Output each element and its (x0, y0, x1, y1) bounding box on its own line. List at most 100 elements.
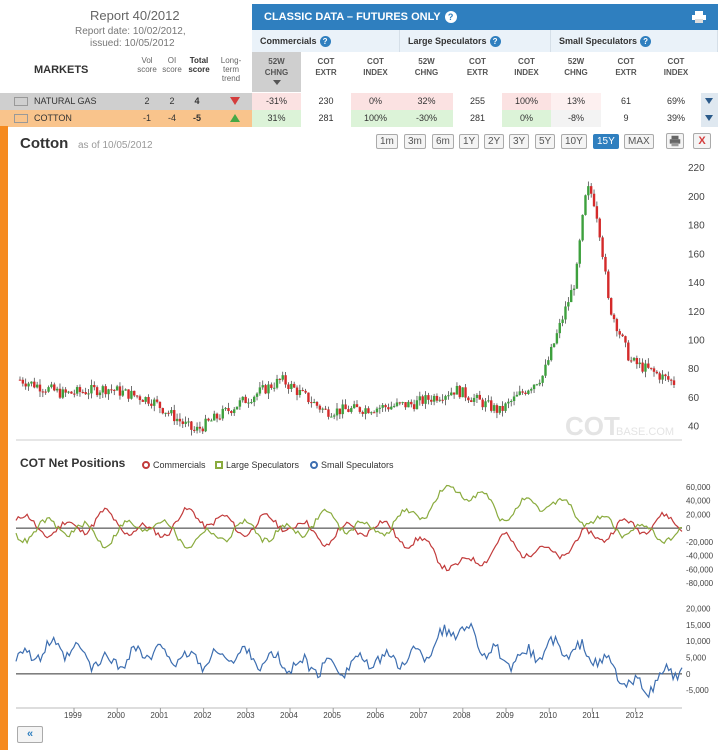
candle-body (510, 401, 513, 403)
candle-body (592, 193, 596, 207)
candle-body (498, 405, 501, 413)
candle-body (598, 218, 601, 238)
candle-body (395, 402, 399, 406)
col-large-52w-chng[interactable]: 52W CHNG (414, 57, 439, 77)
range-10y-button[interactable]: 10Y (561, 134, 587, 149)
net-tick-label: 0 (686, 524, 691, 533)
candle-body (492, 405, 496, 411)
candle-body (584, 195, 587, 215)
candle-body (284, 375, 287, 385)
year-label: 2007 (410, 711, 428, 720)
candle-body (201, 428, 204, 432)
total-score-header[interactable]: Total score (188, 56, 210, 74)
candle-body (347, 409, 350, 412)
range-6m-button[interactable]: 6m (432, 134, 454, 149)
candle-body (335, 408, 339, 416)
candle-body (327, 409, 330, 417)
price-tick-label: 100 (688, 335, 705, 346)
candle-body (452, 392, 456, 395)
price-tick-label: 220 (688, 163, 705, 174)
candle-body (70, 391, 73, 394)
trend-up-icon (230, 114, 240, 122)
candle-body (178, 418, 182, 422)
range-1m-button[interactable]: 1m (376, 134, 398, 149)
candle-body (190, 421, 193, 430)
candle-body (61, 389, 65, 398)
print-chart-icon[interactable] (666, 133, 684, 149)
chart-icon[interactable] (14, 114, 28, 123)
candle-body (621, 334, 624, 337)
year-label: 2009 (496, 711, 514, 720)
candle-body (430, 399, 433, 402)
legend-small-speculators[interactable]: Small Speculators (310, 460, 394, 470)
legend-commercials[interactable]: Commercials (142, 460, 206, 470)
watermark-logo-text: BASE.COM (616, 426, 674, 438)
candle-body (367, 408, 370, 414)
net-tick-label: -80,000 (686, 579, 714, 588)
help-icon[interactable]: ? (444, 11, 457, 24)
candle-body (549, 346, 553, 361)
market-row-natural-gas[interactable]: NATURAL GAS 2 2 4 -31% 230 0% 32% 255 10… (0, 93, 718, 110)
range-max-button[interactable]: MAX (624, 134, 654, 149)
candle-body (193, 429, 196, 431)
price-tick-label: 200 (688, 192, 705, 203)
col-large-cot-extr[interactable]: COT EXTR (466, 57, 489, 77)
candle-body (158, 401, 162, 409)
candle-body (21, 379, 25, 384)
col-small-cot-extr[interactable]: COT EXTR (615, 57, 637, 77)
candle-body (221, 408, 224, 419)
market-row-cotton[interactable]: COTTON -1 -4 -5 31% 281 100% -30% 281 0%… (0, 110, 718, 127)
print-icon[interactable] (692, 11, 706, 23)
net-tick-label: -40,000 (686, 552, 714, 561)
candle-body (652, 368, 656, 372)
col-small-cot-index[interactable]: COT INDEX (663, 57, 689, 77)
small-tick-label: 10,000 (686, 637, 711, 646)
close-chart-button[interactable]: X (693, 133, 711, 149)
col-comm-cot-index[interactable]: COT INDEX (363, 57, 388, 77)
col-comm-52w-chng[interactable]: 52W CHNG (252, 52, 301, 92)
candle-body (609, 298, 613, 315)
help-icon[interactable]: ? (489, 36, 501, 47)
price-tick-label: 60 (688, 393, 700, 404)
col-large-cot-index[interactable]: COT INDEX (514, 57, 539, 77)
candle-body (252, 396, 256, 403)
range-5y-button[interactable]: 5Y (535, 134, 556, 149)
candle-body (635, 357, 639, 365)
small-tick-label: -5,000 (686, 686, 709, 695)
trend-header[interactable]: Long-term trend (220, 56, 242, 83)
legend-large-speculators[interactable]: Large Speculators (215, 460, 299, 470)
expand-row-button[interactable] (701, 93, 718, 110)
chart-icon[interactable] (14, 97, 28, 106)
candle-body (261, 385, 264, 388)
candle-body (218, 418, 222, 420)
candle-body (478, 394, 481, 400)
price-tick-label: 160 (688, 249, 705, 260)
candle-body (124, 389, 127, 391)
candle-body (207, 418, 210, 421)
candle-body (104, 386, 107, 395)
candle-body (287, 384, 290, 389)
range-3y-button[interactable]: 3Y (509, 134, 530, 149)
help-icon[interactable]: ? (640, 36, 652, 47)
scroll-back-button[interactable]: « (17, 726, 43, 743)
oi-score-header[interactable]: OI score (162, 56, 182, 74)
markets-header: MARKETS (34, 64, 89, 76)
range-2y-button[interactable]: 2Y (484, 134, 505, 149)
candle-body (324, 408, 327, 410)
year-label: 2006 (366, 711, 384, 720)
candle-body (495, 405, 499, 413)
range-1y-button[interactable]: 1Y (459, 134, 480, 149)
col-comm-cot-extr[interactable]: COT EXTR (315, 57, 337, 77)
candle-body (641, 362, 644, 372)
candle-body (35, 384, 39, 388)
help-icon[interactable]: ? (319, 36, 331, 47)
range-15y-button[interactable]: 15Y (593, 134, 619, 149)
candle-body (521, 391, 524, 393)
col-small-52w-chng[interactable]: 52W CHNG (564, 57, 588, 77)
range-3m-button[interactable]: 3m (404, 134, 426, 149)
vol-score-header[interactable]: Vol score (137, 56, 157, 74)
candle-body (352, 404, 356, 409)
expand-row-button[interactable] (701, 110, 718, 127)
candle-body (304, 390, 307, 393)
